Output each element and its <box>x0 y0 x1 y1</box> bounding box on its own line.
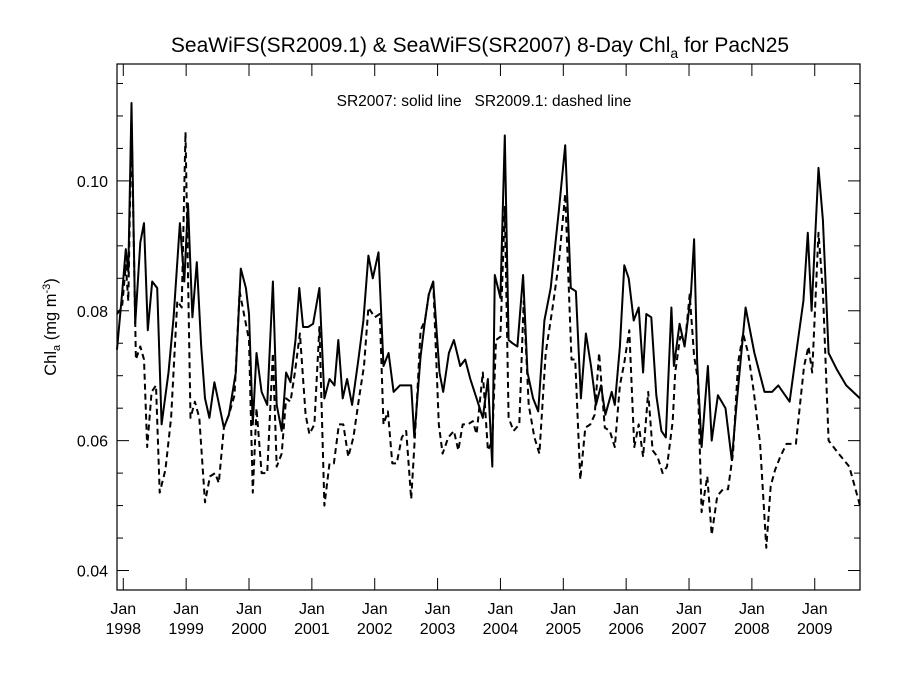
x-tick-label-month: Jan <box>236 601 262 618</box>
x-tick-label-year: 2004 <box>483 621 519 638</box>
y-axis: 0.04 0.06 0.08 0.10 <box>77 82 860 581</box>
x-tick-label-month: Jan <box>488 601 514 618</box>
y-tick-label: 0.06 <box>77 434 108 451</box>
chart-title-main: SeaWiFS(SR2009.1) & SeaWiFS(SR2007) 8-Da… <box>171 34 671 57</box>
x-axis: Jan 1998 Jan 1999 Jan 2000 Jan 2001 Jan 2002 Jan 20… <box>105 64 833 638</box>
series-layer <box>116 102 861 549</box>
y-axis-label-units: (mg m <box>42 294 60 345</box>
chart-title-tail: for PacN25 <box>678 34 789 57</box>
chart-title-subscript: a <box>670 45 678 61</box>
y-tick-label: 0.04 <box>77 564 108 581</box>
chart-title: SeaWiFS(SR2009.1) & SeaWiFS(SR2007) 8-Da… <box>171 34 789 61</box>
x-tick-label-year: 2006 <box>608 621 644 638</box>
series-line-sr2007 <box>116 102 861 468</box>
plot-frame <box>116 63 861 591</box>
y-axis-label-subscript: a <box>51 344 63 351</box>
y-tick-label: 0.08 <box>77 304 108 321</box>
x-tick-label-month: Jan <box>299 601 325 618</box>
series-line-sr2009-1 <box>116 118 861 549</box>
x-tick-label-year: 2001 <box>294 621 330 638</box>
x-tick-label-year: 2003 <box>420 621 456 638</box>
y-axis-label-end: ) <box>42 278 60 284</box>
x-tick-label-month: Jan <box>613 601 639 618</box>
x-tick-label-month: Jan <box>739 601 765 618</box>
x-tick-label-month: Jan <box>676 601 702 618</box>
x-tick-label-year: 1998 <box>105 621 141 638</box>
x-tick-label-year: 2005 <box>546 621 582 638</box>
x-tick-label-month: Jan <box>425 601 451 618</box>
x-tick-label-year: 2009 <box>797 621 833 638</box>
x-tick-label-month: Jan <box>802 601 828 618</box>
x-tick-label-year: 2000 <box>231 621 267 638</box>
x-tick-label-year: 2007 <box>671 621 707 638</box>
x-tick-label-year: 2008 <box>734 621 770 638</box>
x-tick-label-month: Jan <box>550 601 576 618</box>
y-tick-label: 0.10 <box>77 174 108 191</box>
x-tick-label-month: Jan <box>173 601 199 618</box>
x-tick-label-year: 2002 <box>357 621 393 638</box>
y-axis-label-superscript: -3 <box>41 284 53 294</box>
y-axis-label-main: Chl <box>42 351 60 376</box>
x-tick-label-month: Jan <box>362 601 388 618</box>
legend-annotation: SR2007: solid line SR2009.1: dashed line <box>337 93 632 110</box>
x-tick-label-month: Jan <box>110 601 136 618</box>
y-axis-label: Chla (mg m-3) <box>41 278 63 376</box>
x-tick-label-year: 1999 <box>168 621 204 638</box>
